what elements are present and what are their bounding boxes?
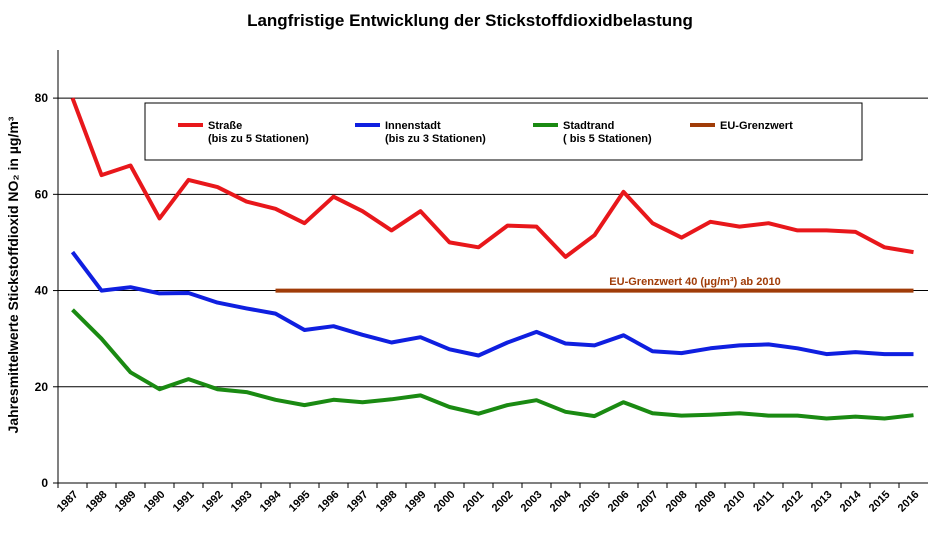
y-tick-label: 80	[35, 91, 49, 105]
x-tick-label: 1992	[200, 489, 226, 515]
x-tick-label: 2002	[490, 489, 516, 515]
legend-label: Innenstadt	[385, 120, 441, 132]
legend-note: ( bis 5 Stationen)	[563, 133, 652, 145]
x-tick-label: 1987	[55, 489, 81, 515]
x-tick-label: 2008	[664, 489, 690, 515]
series-line	[71, 308, 914, 421]
x-tick-label: 1991	[171, 489, 197, 515]
x-tick-label: 2007	[635, 489, 661, 515]
x-tick-label: 1988	[84, 489, 110, 515]
x-tick-label: 1990	[142, 489, 168, 515]
x-tick-label: 2016	[896, 489, 922, 515]
chart-title: Langfristige Entwicklung der Stickstoffd…	[247, 11, 693, 30]
x-tick-label: 2010	[722, 489, 748, 515]
x-tick-label: 1994	[258, 488, 284, 514]
x-tick-label: 2000	[432, 489, 458, 515]
y-tick-label: 0	[41, 476, 48, 490]
x-tick-label: 2014	[838, 488, 864, 514]
x-tick-label: 1989	[113, 489, 139, 515]
series-line	[70, 250, 914, 358]
x-tick-label: 2005	[577, 489, 603, 515]
x-tick-label: 1995	[287, 489, 313, 515]
x-tick-label: 2003	[519, 489, 545, 515]
legend-note: (bis zu 3 Stationen)	[385, 133, 486, 145]
legend-label: Stadtrand	[563, 120, 614, 132]
x-tick-label: 2006	[606, 489, 632, 515]
y-tick-label: 20	[35, 380, 49, 394]
x-tick-label: 2011	[751, 489, 776, 514]
y-axis-label: Jahresmittelwerte Stickstoffdioxid NO₂ i…	[5, 116, 21, 433]
x-tick-label: 1993	[229, 489, 255, 515]
x-tick-label: 2013	[809, 489, 835, 515]
x-tick-label: 2004	[548, 488, 574, 514]
x-tick-label: 1998	[374, 489, 400, 515]
annotation: EU-Grenzwert 40 (µg/m³) ab 2010	[609, 276, 780, 288]
legend-note: (bis zu 5 Stationen)	[208, 133, 309, 145]
legend-box	[144, 102, 863, 161]
x-tick-label: 1996	[316, 489, 342, 515]
y-tick-label: 40	[35, 284, 49, 298]
x-tick-label: 1999	[403, 489, 429, 515]
legend-label: EU-Grenzwert	[720, 120, 793, 132]
x-tick-label: 1997	[345, 489, 371, 515]
x-tick-label: 2009	[693, 489, 719, 515]
series-line	[70, 97, 914, 259]
x-tick-label: 2001	[461, 489, 487, 515]
x-tick-label: 2015	[867, 489, 893, 515]
legend-label: Straße	[208, 120, 242, 132]
y-tick-label: 60	[35, 187, 49, 201]
x-tick-label: 2012	[780, 489, 806, 515]
